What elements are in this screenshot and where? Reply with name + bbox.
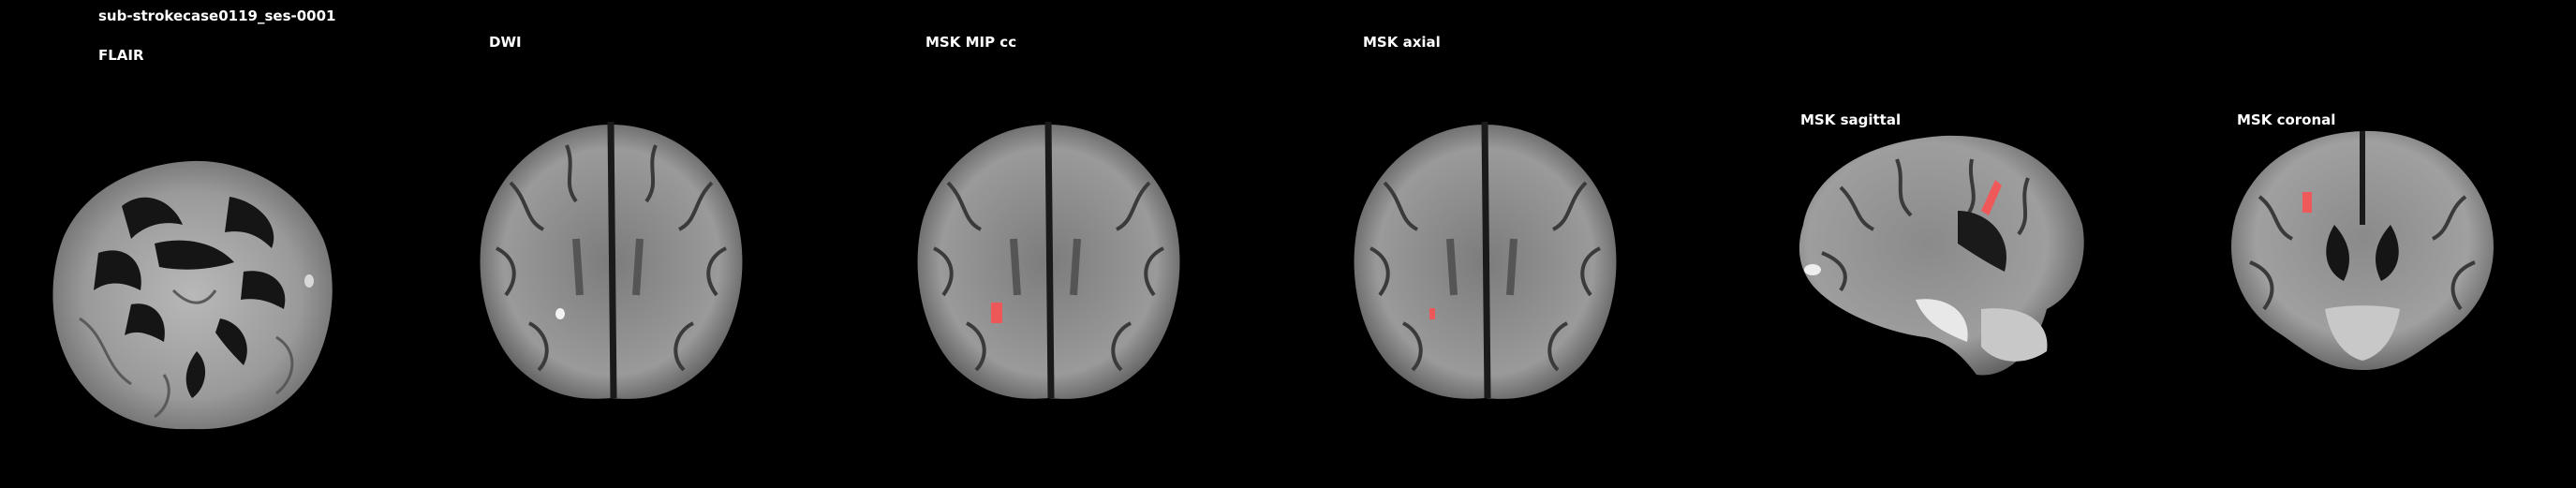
panel-label-msk-axial: MSK axial bbox=[1363, 34, 1441, 51]
panel-label-dwi: DWI bbox=[489, 34, 522, 51]
msk-sagittal-image bbox=[1784, 122, 2094, 384]
subject-title: sub-strokecase0119_ses-0001 bbox=[98, 7, 336, 24]
flair-image bbox=[42, 150, 342, 440]
msk-mip-cc-image bbox=[910, 117, 1187, 403]
panel-label-msk-mip-cc: MSK MIP cc bbox=[925, 34, 1017, 51]
msk-axial-image bbox=[1347, 117, 1623, 403]
dwi-image bbox=[473, 117, 749, 403]
panel-label-msk-sagittal: MSK sagittal bbox=[1800, 111, 1902, 128]
msk-coronal-image bbox=[2222, 122, 2503, 375]
panel-label-msk-coronal: MSK coronal bbox=[2237, 111, 2336, 128]
panel-label-flair: FLAIR bbox=[98, 47, 144, 64]
